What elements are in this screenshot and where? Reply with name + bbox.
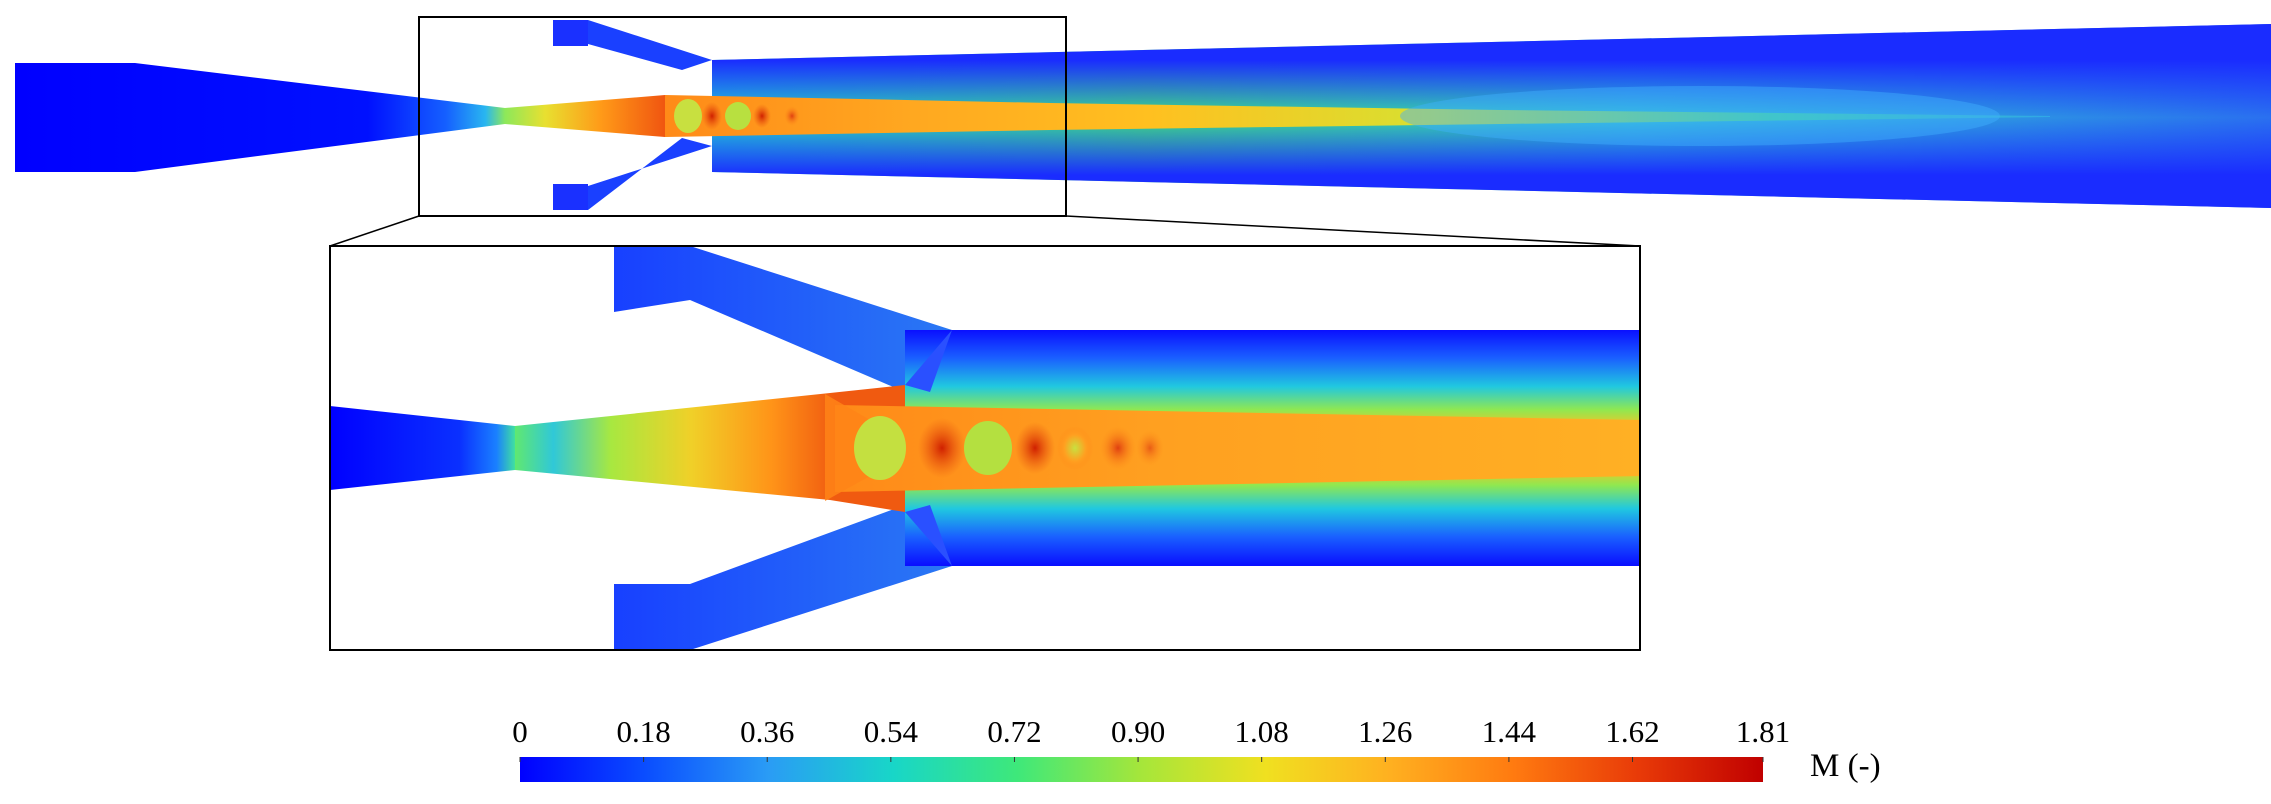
full-ejector-view: [15, 16, 2271, 217]
zoom-shock-cell-3: [1057, 426, 1093, 470]
zoomed-view: [330, 246, 1640, 650]
colorbar-tick-label: 1.26: [1358, 714, 1412, 749]
colorbar-ramp: [520, 757, 1763, 782]
colorbar-ticks: 0 0.18 0.36 0.54 0.72 0.90 1.08 1.26 1.44 1.62 1.8…: [512, 714, 1790, 762]
shock-cell-top-4: [753, 104, 771, 128]
zoom-secondary-inlet-upper: [614, 246, 952, 392]
secondary-inlet-lower-block: [553, 184, 588, 210]
colorbar: 0 0.18 0.36 0.54 0.72 0.90 1.08 1.26 1.44 1.62 1.8…: [512, 714, 1880, 784]
colorbar-tick-label: 1.62: [1605, 714, 1659, 749]
colorbar-unit-label: M (-): [1810, 748, 1881, 784]
zoom-region-box: [418, 16, 1067, 217]
colorbar-tick-label: 0.90: [1111, 714, 1165, 749]
zoom-shock-node-4: [1136, 430, 1164, 466]
zoom-nozzle-lip-upper: [905, 330, 952, 392]
zoom-shock-node-3: [1100, 426, 1136, 470]
primary-nozzle-convergent: [15, 63, 505, 172]
secondary-inlet-upper: [553, 20, 712, 70]
colorbar-tick-label: 0.18: [616, 714, 670, 749]
diffuser-tail-wash: [1400, 86, 2000, 146]
secondary-inlet-lower: [553, 138, 712, 210]
zoom-primary-nozzle-divergent: [515, 385, 905, 512]
colorbar-tick-label: 0.54: [864, 714, 919, 749]
colorbar-tick-label: 1.44: [1482, 714, 1537, 749]
zoom-secondary-inlet-lower: [614, 505, 952, 650]
shock-cell-top-2: [702, 102, 722, 130]
colorbar-tick-label: 0.36: [740, 714, 794, 749]
zoom-primary-nozzle-convergent: [330, 406, 515, 490]
zoom-exit-expansion-fan: [825, 394, 870, 501]
shock-cell-top-5: [784, 106, 800, 126]
supersonic-core-jet: [665, 95, 2050, 137]
zoom-connector-left: [329, 215, 420, 247]
shock-cell-top-1: [674, 99, 702, 133]
shock-cell-top-3: [725, 102, 751, 130]
colorbar-tick-label: 1.81: [1736, 714, 1790, 749]
zoom-shock-node-2: [1015, 422, 1055, 474]
colorbar-tick-label: 0.72: [987, 714, 1041, 749]
zoom-shock-node-1: [918, 418, 966, 478]
zoom-shock-cell-2: [964, 421, 1012, 475]
zoom-shock-cell-1: [854, 416, 906, 480]
secondary-inlet-upper-block: [553, 20, 588, 46]
zoom-nozzle-lip-lower: [905, 505, 952, 566]
colorbar-tick-label: 0: [512, 714, 528, 749]
zoom-view-frame: [329, 245, 1641, 651]
colorbar-tick-label: 1.08: [1235, 714, 1289, 749]
zoom-connector-right: [1065, 215, 1641, 247]
primary-nozzle-divergent: [505, 95, 665, 137]
